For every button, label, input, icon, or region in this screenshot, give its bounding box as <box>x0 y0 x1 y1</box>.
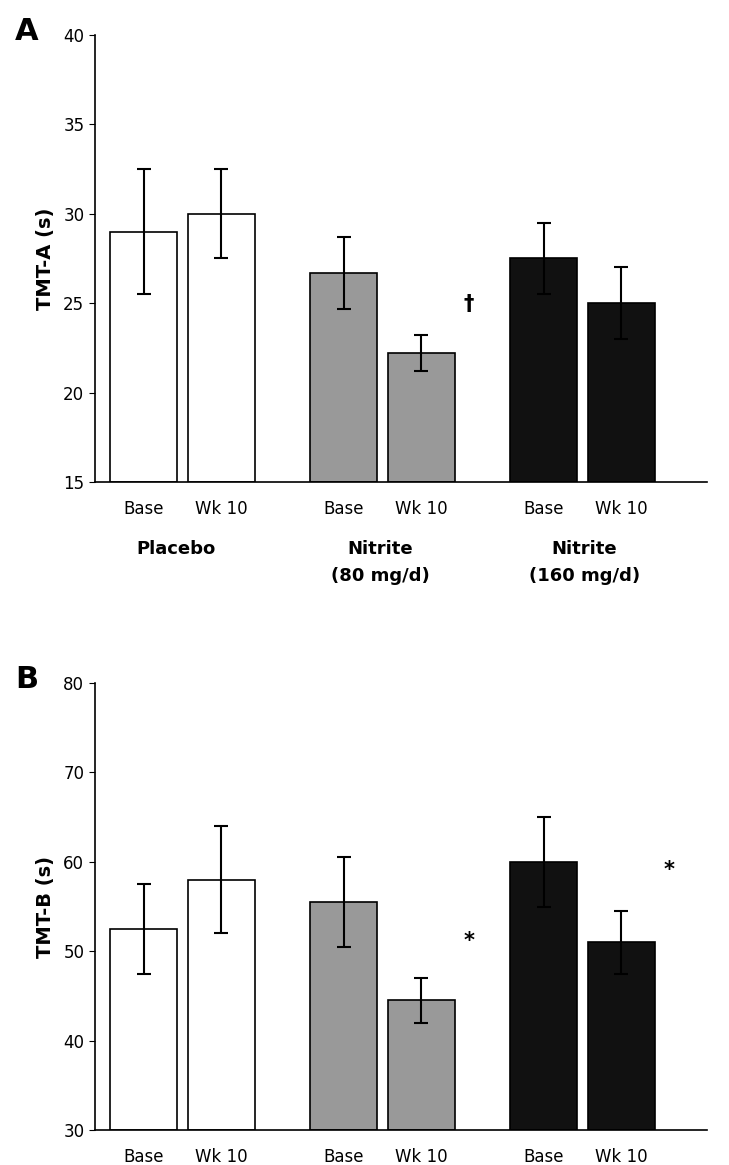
Bar <box>110 929 177 1130</box>
Text: Base: Base <box>123 500 164 517</box>
Text: Wk 10: Wk 10 <box>395 500 448 517</box>
Bar <box>588 942 655 1130</box>
Text: Wk 10: Wk 10 <box>595 1148 647 1165</box>
Text: †: † <box>464 294 474 313</box>
Bar <box>510 862 577 1130</box>
Text: Wk 10: Wk 10 <box>595 500 647 517</box>
Text: Wk 10: Wk 10 <box>195 500 248 517</box>
Bar <box>311 273 378 482</box>
Text: Base: Base <box>324 500 364 517</box>
Text: Placebo: Placebo <box>137 541 216 558</box>
Y-axis label: TMT-A (s): TMT-A (s) <box>36 207 55 310</box>
Text: B: B <box>15 665 39 694</box>
Text: *: * <box>664 860 675 880</box>
Text: Nitrite: Nitrite <box>552 541 617 558</box>
Text: Nitrite: Nitrite <box>348 541 413 558</box>
Text: Base: Base <box>523 500 564 517</box>
Bar <box>588 303 655 482</box>
Text: Base: Base <box>324 1148 364 1165</box>
Bar <box>188 880 255 1130</box>
Text: Base: Base <box>523 1148 564 1165</box>
Text: Wk 10: Wk 10 <box>195 1148 248 1165</box>
Y-axis label: TMT-B (s): TMT-B (s) <box>36 855 55 958</box>
Bar <box>110 232 177 482</box>
Text: (160 mg/d): (160 mg/d) <box>529 567 640 585</box>
Text: *: * <box>464 931 475 952</box>
Text: A: A <box>15 17 39 47</box>
Bar <box>188 213 255 482</box>
Text: (80 mg/d): (80 mg/d) <box>331 567 430 585</box>
Text: Wk 10: Wk 10 <box>395 1148 448 1165</box>
Bar <box>311 902 378 1130</box>
Text: Base: Base <box>123 1148 164 1165</box>
Bar <box>388 353 455 482</box>
Bar <box>510 259 577 482</box>
Bar <box>388 1001 455 1130</box>
